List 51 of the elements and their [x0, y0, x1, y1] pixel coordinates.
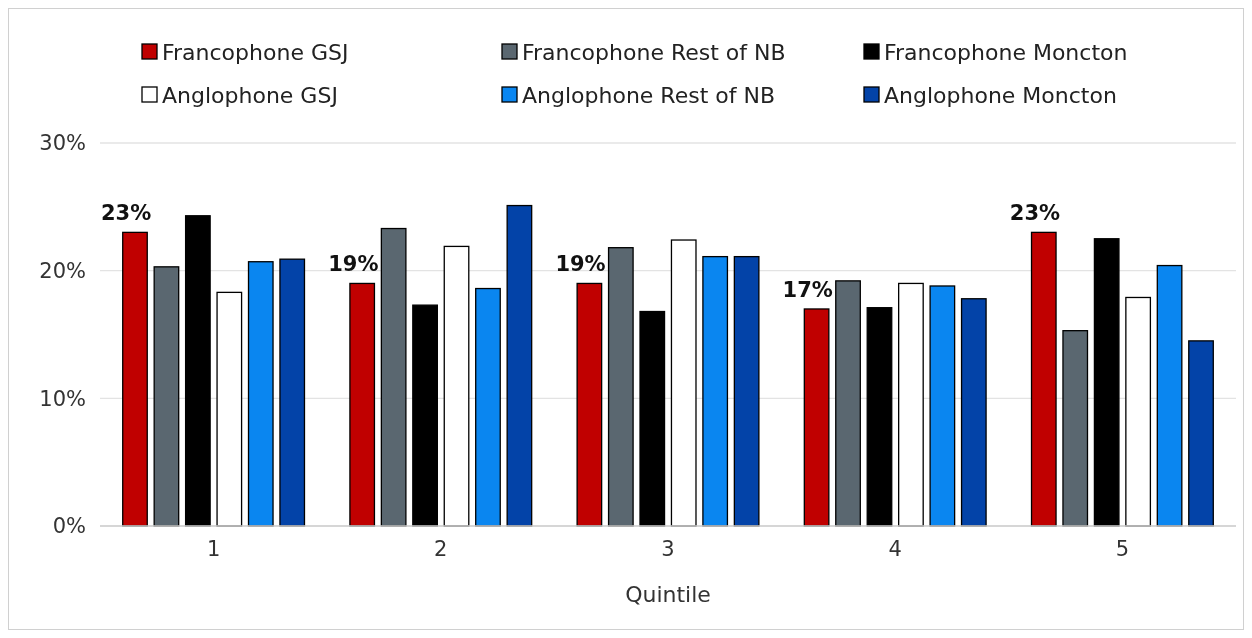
- bar: [803, 308, 830, 527]
- bar: [835, 280, 861, 527]
- bar: [216, 291, 243, 527]
- bar: [960, 298, 987, 527]
- y-tick-label: 30%: [39, 131, 86, 156]
- bar: [475, 287, 501, 527]
- bar: [380, 227, 407, 527]
- bar: [1156, 264, 1183, 527]
- bar: [1125, 296, 1152, 527]
- bar: [576, 282, 603, 527]
- bar: [349, 282, 376, 527]
- bar: [1030, 231, 1057, 527]
- bar: [639, 310, 666, 527]
- legend-label: Anglophone Rest of NB: [522, 82, 776, 108]
- x-axis-title: Quintile: [625, 582, 711, 607]
- data-label: 23%: [1009, 201, 1061, 226]
- bar: [1188, 340, 1214, 527]
- y-tick-label: 0%: [52, 514, 86, 539]
- bar: [506, 204, 533, 527]
- bar: [670, 239, 697, 527]
- x-tick-label: 5: [1115, 537, 1130, 561]
- bar: [184, 215, 211, 527]
- x-tick-label: 1: [206, 537, 221, 561]
- bar: [412, 304, 438, 527]
- legend-label: Anglophone Moncton: [884, 82, 1117, 108]
- x-tick-label: 2: [434, 537, 448, 561]
- legend-label: Francophone Rest of NB: [522, 39, 786, 65]
- bar: [443, 245, 470, 527]
- bar: [866, 307, 893, 527]
- y-tick-label: 20%: [39, 259, 86, 284]
- bar: [1093, 238, 1120, 527]
- legend-label: Francophone GSJ: [162, 39, 349, 65]
- bar: [279, 258, 306, 527]
- legend-label: Francophone Moncton: [884, 39, 1128, 65]
- bar: [607, 247, 634, 527]
- bar: [1062, 330, 1089, 527]
- data-label: 23%: [100, 201, 152, 226]
- bar: [733, 255, 760, 527]
- data-label: 19%: [328, 252, 379, 277]
- data-label: 19%: [555, 252, 606, 277]
- data-label: 17%: [782, 277, 833, 302]
- y-tick-label: 10%: [39, 386, 86, 411]
- bar: [929, 285, 956, 527]
- bar: [153, 266, 180, 527]
- bar: [702, 255, 729, 527]
- bar: [247, 261, 274, 527]
- x-tick-label: 3: [661, 537, 675, 561]
- bar: [898, 282, 924, 527]
- x-tick-label: 4: [888, 537, 902, 561]
- bar: [122, 231, 148, 527]
- legend-label: Anglophone GSJ: [162, 82, 338, 108]
